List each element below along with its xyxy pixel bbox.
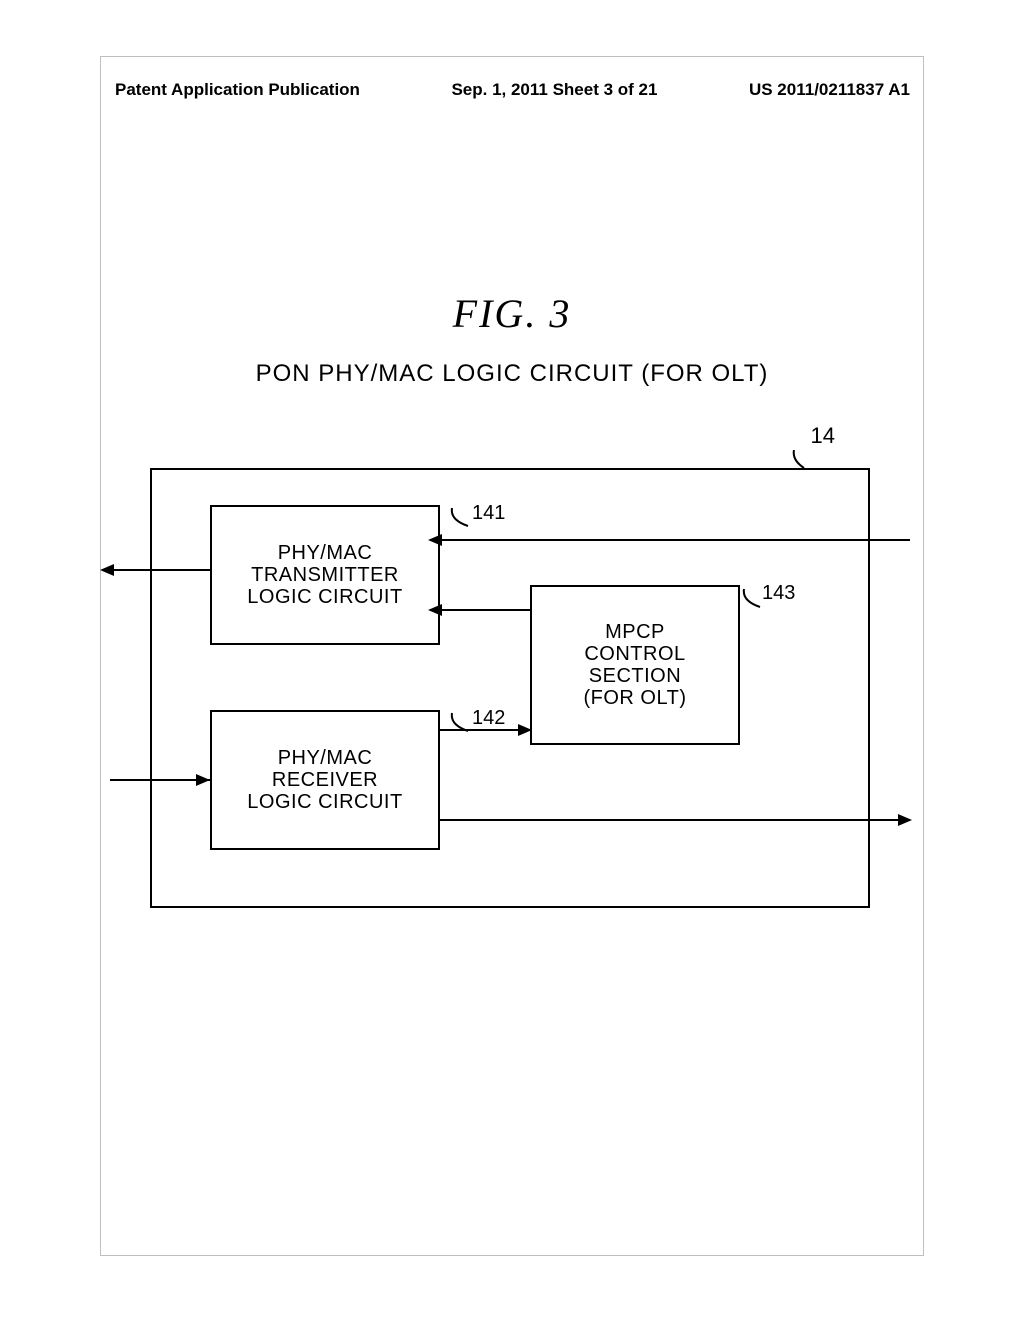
ref-label-14: 14 [811, 423, 835, 449]
arrow-rx-out [440, 819, 910, 821]
arrow-mpcp-to-tx [440, 609, 530, 611]
rx-block-label: PHY/MAC RECEIVER LOGIC CIRCUIT [247, 747, 402, 813]
ref-label-142: 142 [472, 707, 505, 730]
block-diagram: 14 PHY/MAC TRANSMITTER LOGIC CIRCUIT 141… [150, 450, 870, 930]
arrowhead-ext-to-tx [428, 534, 442, 546]
tx-block: PHY/MAC TRANSMITTER LOGIC CIRCUIT [210, 505, 440, 645]
figure-title: FIG. 3 [0, 290, 1024, 337]
ref-142-leader [450, 711, 472, 735]
arrow-tx-out [110, 569, 210, 571]
header-center: Sep. 1, 2011 Sheet 3 of 21 [451, 80, 657, 100]
ref-141-leader [450, 506, 472, 530]
patent-header: Patent Application Publication Sep. 1, 2… [115, 80, 910, 100]
ref-143-leader [742, 587, 764, 611]
arrowhead-rx-to-mpcp [518, 724, 532, 736]
tx-block-label: PHY/MAC TRANSMITTER LOGIC CIRCUIT [247, 542, 402, 608]
arrow-ext-to-tx [440, 539, 910, 541]
arrowhead-rx-out [898, 814, 912, 826]
header-right: US 2011/0211837 A1 [749, 80, 910, 100]
arrow-rx-to-mpcp [440, 729, 530, 731]
arrowhead-rx-in [196, 774, 210, 786]
mpcp-block: MPCP CONTROL SECTION (FOR OLT) [530, 585, 740, 745]
ref-label-143: 143 [762, 582, 795, 605]
ref-14-leader [790, 450, 810, 470]
figure-subtitle: PON PHY/MAC LOGIC CIRCUIT (FOR OLT) [0, 360, 1024, 388]
rx-block: PHY/MAC RECEIVER LOGIC CIRCUIT [210, 710, 440, 850]
arrowhead-tx-out [100, 564, 114, 576]
ref-label-141: 141 [472, 502, 505, 525]
page: Patent Application Publication Sep. 1, 2… [0, 0, 1024, 1320]
header-left: Patent Application Publication [115, 80, 360, 100]
arrow-rx-in [110, 779, 210, 781]
mpcp-block-label: MPCP CONTROL SECTION (FOR OLT) [583, 621, 686, 709]
arrowhead-mpcp-to-tx [428, 604, 442, 616]
